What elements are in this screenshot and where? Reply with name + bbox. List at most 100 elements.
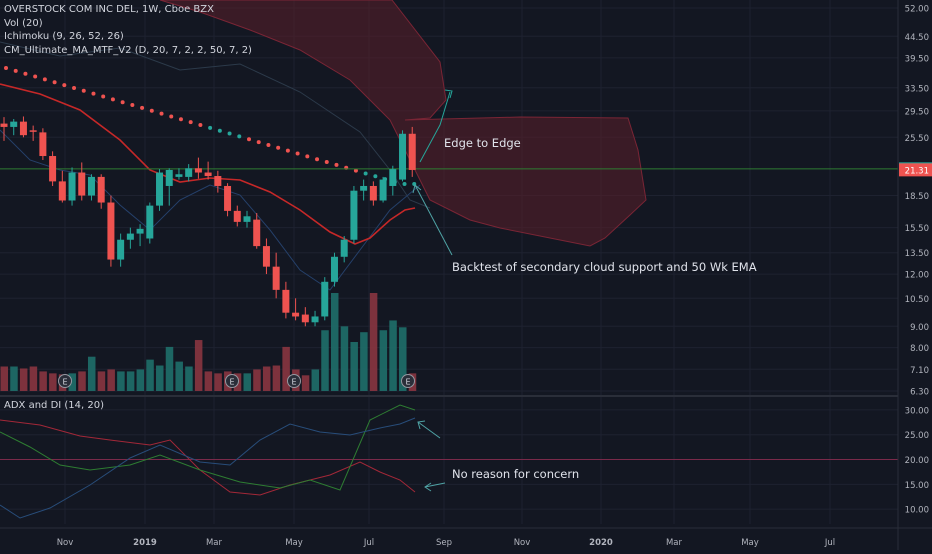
ma-dot	[42, 77, 47, 82]
candle-body	[243, 216, 251, 222]
candle-body	[233, 210, 241, 222]
candle-body	[10, 121, 18, 127]
price-tick-label: 33.50	[905, 84, 929, 94]
candle-body	[272, 266, 280, 290]
ma-dot	[353, 168, 358, 173]
candle-body	[78, 172, 86, 196]
ichimoku-cloud	[159, 0, 647, 247]
candle-body	[136, 228, 144, 234]
adx-tick-label: 15.00	[905, 481, 929, 491]
ma-dot	[402, 182, 407, 186]
volume-bar	[126, 371, 135, 391]
volume-bar	[175, 361, 183, 391]
volume-bar	[330, 293, 339, 391]
candle-body	[0, 123, 8, 127]
time-tick-label: May	[285, 538, 303, 548]
candle-body	[214, 176, 222, 186]
volume-bar	[204, 371, 213, 391]
volume-bar	[107, 369, 115, 391]
price-tick-label: 15.50	[905, 224, 929, 234]
annotation-edge: Edge to Edge	[444, 136, 521, 150]
ma-dot	[295, 151, 300, 156]
time-tick-label: May	[741, 538, 759, 548]
candle-body	[194, 168, 202, 173]
ma-dot	[256, 140, 261, 145]
legend-ma[interactable]: CM_Ultimate_MA_MTF_V2 (D, 20, 7, 2, 2, 5…	[4, 44, 252, 56]
arrow-adx-down-line	[424, 482, 446, 488]
candle-body	[156, 172, 164, 206]
adx-tick-label: 10.00	[905, 506, 929, 516]
candle-body	[49, 156, 57, 182]
price-tag	[899, 163, 932, 177]
ma-dot	[140, 105, 145, 110]
ma-dot	[188, 120, 193, 125]
ma-dot	[91, 91, 96, 96]
ma-dot	[23, 71, 28, 76]
volume-bar	[97, 371, 106, 391]
volume-bar	[282, 346, 290, 391]
price-tick-label: 9.00	[910, 323, 929, 333]
legend-vol[interactable]: Vol (20)	[4, 17, 43, 29]
earnings-marker	[58, 374, 72, 388]
price-tick-label: 10.50	[905, 295, 929, 305]
earnings-marker-label: E	[229, 378, 234, 387]
candle-body	[107, 202, 115, 260]
time-tick-label: Nov	[57, 538, 74, 548]
volume-bar	[29, 366, 38, 391]
ema-50-line	[0, 83, 416, 245]
volume-bar	[87, 356, 96, 391]
price-tick-label: 6.30	[910, 388, 929, 398]
volume-bar	[185, 366, 193, 391]
volume-bar	[117, 371, 125, 391]
ichimoku-base-line	[0, 129, 421, 291]
adx-legend[interactable]: ADX and DI (14, 20)	[4, 400, 104, 411]
legend-symbol[interactable]: OVERSTOCK COM INC DEL, 1W, Cboe BZX	[4, 4, 214, 15]
ma-dot	[217, 128, 222, 133]
time-tick-label: Sep	[436, 538, 452, 548]
arrow-edge-head	[444, 89, 453, 99]
ma-dot	[81, 88, 86, 93]
candle-body	[68, 172, 76, 201]
adx-tick-label: 20.00	[905, 456, 929, 466]
price-tick-label: 12.00	[905, 271, 929, 281]
ma-dot	[33, 74, 38, 79]
time-tick-label: Mar	[666, 538, 683, 548]
candle-body	[350, 190, 358, 240]
candle-body	[165, 169, 173, 186]
ma-dot	[276, 145, 281, 150]
ichimoku-lagging-line	[0, 41, 431, 209]
candle-body	[340, 239, 348, 257]
ma-dot	[208, 125, 213, 130]
time-tick-label: Mar	[206, 538, 223, 548]
price-tick-label: 13.50	[905, 249, 929, 259]
adx-plus-di-line	[0, 404, 416, 491]
earnings-marker	[287, 374, 301, 388]
candle-body	[185, 168, 193, 177]
ma-dot	[130, 103, 135, 108]
volume-bar	[0, 366, 8, 391]
price-tick-label: 25.50	[905, 134, 929, 144]
volume-bar	[399, 327, 407, 391]
ma-dot	[72, 85, 77, 90]
ma-dot	[52, 80, 57, 85]
price-tick-label: 39.50	[905, 54, 929, 64]
candle-body	[146, 205, 154, 239]
volume-bar	[136, 369, 145, 391]
ma-dot	[4, 66, 8, 70]
candle-body	[126, 233, 134, 240]
annotation-concern: No reason for concern	[452, 467, 579, 481]
ma-dot	[110, 97, 115, 102]
arrow-adx-down-head	[424, 482, 432, 492]
earnings-marker	[401, 374, 415, 388]
candle-body	[399, 133, 407, 180]
volume-bar	[340, 326, 349, 391]
ma-dot	[334, 162, 339, 167]
price-tick-label: 18.50	[905, 192, 929, 202]
legend-ichimoku[interactable]: Ichimoku (9, 26, 52, 26)	[4, 31, 124, 42]
ma-dot	[169, 114, 174, 119]
volume-bar	[350, 342, 358, 391]
ma-dot	[266, 142, 271, 147]
volume-bar	[321, 330, 329, 391]
volume-bar	[379, 330, 388, 391]
